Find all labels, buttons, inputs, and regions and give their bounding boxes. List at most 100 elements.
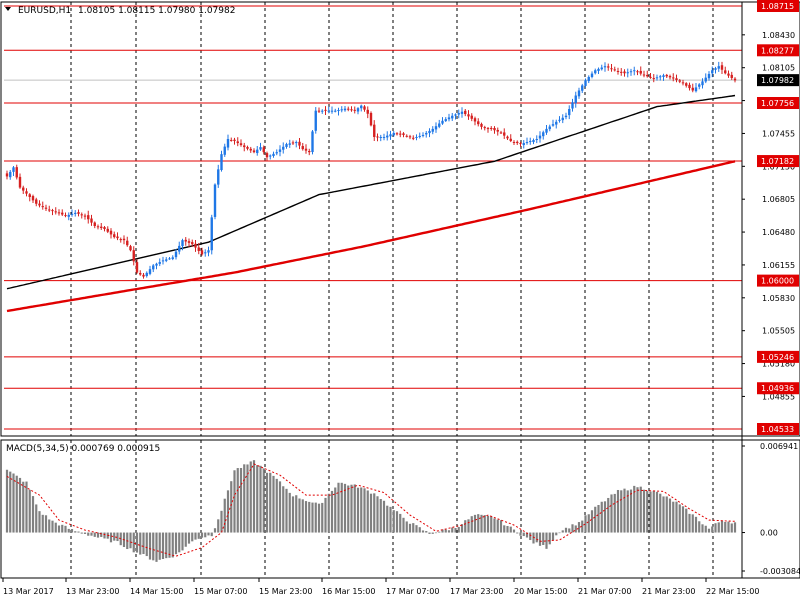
candle-body bbox=[369, 112, 373, 126]
candle-body bbox=[473, 118, 477, 122]
macd-bar bbox=[412, 523, 415, 533]
candle-body bbox=[70, 213, 74, 215]
candle-body bbox=[603, 66, 607, 68]
candle-body bbox=[200, 250, 204, 255]
candle-body bbox=[61, 212, 64, 215]
price-level-tag-text: 1.04533 bbox=[761, 425, 794, 434]
macd-bar bbox=[343, 483, 347, 533]
macd-bar bbox=[603, 501, 607, 533]
macd-bar bbox=[288, 492, 291, 533]
x-tick-label: 21 Mar 23:00 bbox=[642, 587, 695, 596]
candle-body bbox=[41, 206, 44, 208]
price-levels bbox=[4, 5, 742, 430]
candle-body bbox=[191, 242, 194, 245]
main-panel-frame bbox=[0, 1, 800, 437]
macd-bar bbox=[100, 532, 103, 537]
candle-body bbox=[126, 240, 129, 246]
triangle-down-icon[interactable] bbox=[5, 7, 11, 11]
macd-bar bbox=[662, 496, 665, 533]
candle-body bbox=[623, 71, 626, 74]
candle-body bbox=[83, 215, 87, 217]
macd-bar bbox=[405, 521, 408, 533]
macd-bar bbox=[350, 484, 353, 533]
macd-bar bbox=[503, 525, 506, 533]
macd-bar bbox=[522, 532, 525, 537]
macd-bar bbox=[616, 489, 620, 533]
macd-bar bbox=[613, 493, 616, 533]
candle-body bbox=[103, 227, 106, 230]
macd-bar bbox=[256, 465, 259, 533]
candle-body bbox=[551, 124, 555, 126]
candle-body bbox=[174, 251, 178, 258]
candle-body bbox=[278, 149, 282, 152]
candle-body bbox=[610, 68, 613, 70]
candle-body bbox=[655, 77, 659, 79]
macd-bar bbox=[389, 506, 392, 533]
candle-body bbox=[285, 144, 288, 147]
ma-slow-line bbox=[6, 160, 736, 313]
macd-bar bbox=[447, 530, 451, 533]
candles[interactable] bbox=[5, 61, 737, 279]
macd-bar bbox=[584, 515, 587, 533]
candle-body bbox=[356, 108, 360, 112]
macd-bar bbox=[538, 532, 542, 546]
candle-body bbox=[77, 212, 80, 214]
macd-bar bbox=[116, 532, 119, 542]
macd-bar bbox=[22, 481, 25, 533]
candle-body bbox=[412, 137, 415, 139]
candle-body bbox=[132, 250, 135, 262]
candle-body bbox=[25, 191, 28, 194]
candle-body bbox=[402, 133, 405, 135]
price-level-tag bbox=[757, 274, 799, 287]
candle-body bbox=[493, 127, 496, 131]
x-tick-label: 15 Mar 23:00 bbox=[259, 587, 312, 596]
chart-title: EURUSD,H1 bbox=[18, 6, 71, 16]
macd-bar bbox=[733, 522, 737, 533]
candle-body bbox=[480, 123, 483, 127]
macd-bar bbox=[688, 513, 691, 533]
candle-body bbox=[194, 243, 197, 248]
candle-body bbox=[698, 84, 701, 87]
candle-body bbox=[233, 139, 236, 142]
candle-body bbox=[711, 70, 714, 74]
macd-bar bbox=[642, 489, 646, 533]
candle-body bbox=[165, 259, 168, 261]
macd-bar bbox=[80, 532, 83, 534]
x-tick-label: 22 Mar 15:00 bbox=[706, 587, 759, 596]
candle-body bbox=[600, 67, 603, 70]
macd-bar bbox=[132, 532, 135, 553]
candle-body bbox=[639, 70, 642, 74]
candle-body bbox=[678, 80, 681, 82]
macd-bar bbox=[181, 532, 184, 551]
candle-body bbox=[226, 139, 230, 148]
macd-bar bbox=[399, 513, 402, 533]
macd-bar bbox=[535, 532, 538, 543]
candle-body bbox=[343, 108, 347, 111]
macd-bar bbox=[347, 485, 350, 533]
macd-bar bbox=[226, 490, 230, 533]
candle-body bbox=[282, 146, 285, 150]
macd-bar bbox=[321, 502, 324, 533]
macd-bar bbox=[77, 531, 80, 533]
candle-body bbox=[613, 69, 616, 71]
x-tick-label: 17 Mar 23:00 bbox=[450, 587, 503, 596]
macd-bar bbox=[282, 486, 285, 533]
candle-body bbox=[308, 150, 311, 153]
macd-bar bbox=[441, 529, 444, 533]
candle-body bbox=[620, 71, 623, 73]
macd-bar bbox=[512, 529, 516, 533]
macd-bar bbox=[184, 532, 187, 547]
candle-body bbox=[340, 109, 343, 111]
candle-body bbox=[28, 194, 31, 198]
macd-bar bbox=[574, 525, 577, 533]
macd-bar bbox=[93, 532, 96, 537]
candle-body bbox=[577, 90, 581, 97]
candle-body bbox=[659, 76, 662, 78]
candle-body bbox=[327, 110, 330, 112]
candle-body bbox=[548, 126, 551, 130]
candle-body bbox=[594, 70, 597, 74]
candle-body bbox=[389, 134, 392, 137]
candle-body bbox=[376, 136, 379, 138]
candle-body bbox=[529, 141, 532, 143]
